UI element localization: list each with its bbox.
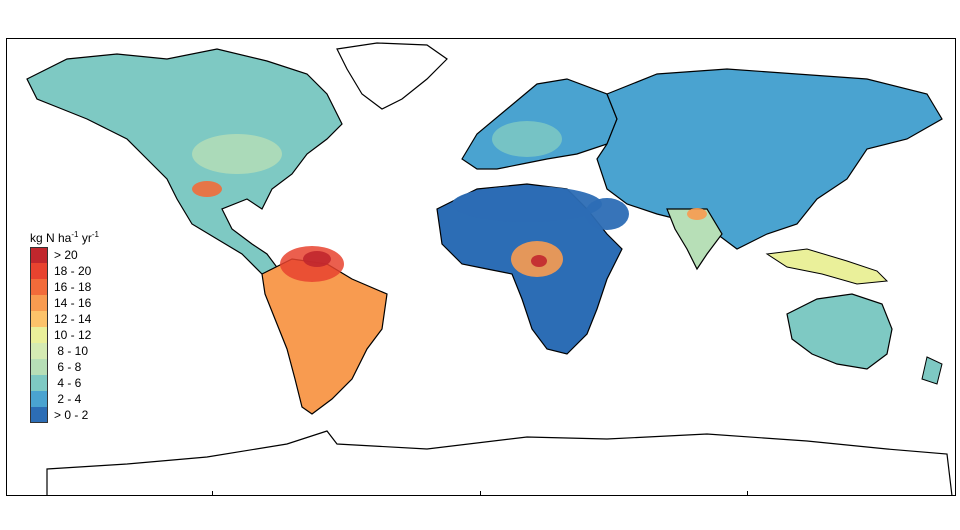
central-africa-peak bbox=[531, 255, 547, 267]
arabia-low bbox=[585, 198, 629, 230]
mexico-hotspot bbox=[192, 181, 222, 197]
legend-swatch bbox=[30, 263, 48, 279]
bottom-tick-3 bbox=[747, 491, 748, 495]
north-america-temperate bbox=[192, 134, 282, 174]
legend-label: 4 - 6 bbox=[54, 376, 82, 390]
indonesia bbox=[765, 248, 889, 285]
india-hotspot bbox=[687, 208, 707, 220]
legend-item: 6 - 8 bbox=[30, 359, 99, 375]
legend-item: > 0 - 2 bbox=[30, 407, 99, 423]
legend-swatch bbox=[30, 359, 48, 375]
legend-label: > 20 bbox=[54, 248, 78, 262]
legend-label: 6 - 8 bbox=[54, 360, 82, 374]
legend-title-exponent-2: -1 bbox=[91, 230, 99, 239]
legend-title-base: kg N ha bbox=[30, 231, 72, 245]
legend-item: 12 - 14 bbox=[30, 311, 99, 327]
legend-swatch bbox=[30, 247, 48, 263]
legend-swatch bbox=[30, 311, 48, 327]
antarctica bbox=[46, 430, 953, 495]
legend-label: 12 - 14 bbox=[54, 312, 92, 326]
world-map bbox=[26, 42, 953, 495]
legend-item: 14 - 16 bbox=[30, 295, 99, 311]
legend-item: 16 - 18 bbox=[30, 279, 99, 295]
legend-label: 18 - 20 bbox=[54, 264, 92, 278]
sahara-low bbox=[452, 186, 602, 222]
legend-label: 14 - 16 bbox=[54, 296, 92, 310]
legend-title-mid: yr bbox=[78, 231, 92, 245]
legend-label: > 0 - 2 bbox=[54, 408, 89, 422]
greenland bbox=[336, 42, 448, 110]
south-america bbox=[261, 258, 388, 415]
north-america bbox=[26, 48, 343, 275]
legend-label: 2 - 4 bbox=[54, 392, 82, 406]
amazon-peak bbox=[303, 251, 331, 267]
australia bbox=[786, 293, 893, 370]
legend-item: 4 - 6 bbox=[30, 375, 99, 391]
bottom-tick-1 bbox=[212, 491, 213, 495]
legend-title: kg N ha-1 yr-1 bbox=[30, 227, 99, 247]
legend-swatch bbox=[30, 327, 48, 343]
legend-item: 8 - 10 bbox=[30, 343, 99, 359]
legend-label: 16 - 18 bbox=[54, 280, 92, 294]
bottom-tick-2 bbox=[480, 491, 481, 495]
asia bbox=[596, 68, 943, 250]
new-zealand bbox=[921, 356, 943, 385]
map-frame bbox=[6, 38, 956, 496]
legend: kg N ha-1 yr-1 > 20 18 - 20 16 - 18 14 - 16… bbox=[30, 227, 99, 423]
legend-swatch bbox=[30, 295, 48, 311]
legend-swatch bbox=[30, 343, 48, 359]
legend-label: 10 - 12 bbox=[54, 328, 92, 342]
legend-swatch bbox=[30, 375, 48, 391]
legend-label: 8 - 10 bbox=[54, 344, 89, 358]
legend-item: 2 - 4 bbox=[30, 391, 99, 407]
legend-swatch bbox=[30, 279, 48, 295]
legend-title-exponent-1: -1 bbox=[71, 230, 79, 239]
legend-swatch bbox=[30, 391, 48, 407]
legend-item: > 20 bbox=[30, 247, 99, 263]
legend-rows: > 20 18 - 20 16 - 18 14 - 16 12 - 14 10 - 12 … bbox=[30, 247, 99, 423]
legend-item: 18 - 20 bbox=[30, 263, 99, 279]
europe-temperate bbox=[492, 121, 562, 157]
legend-swatch bbox=[30, 407, 48, 423]
legend-item: 10 - 12 bbox=[30, 327, 99, 343]
india bbox=[666, 208, 723, 271]
